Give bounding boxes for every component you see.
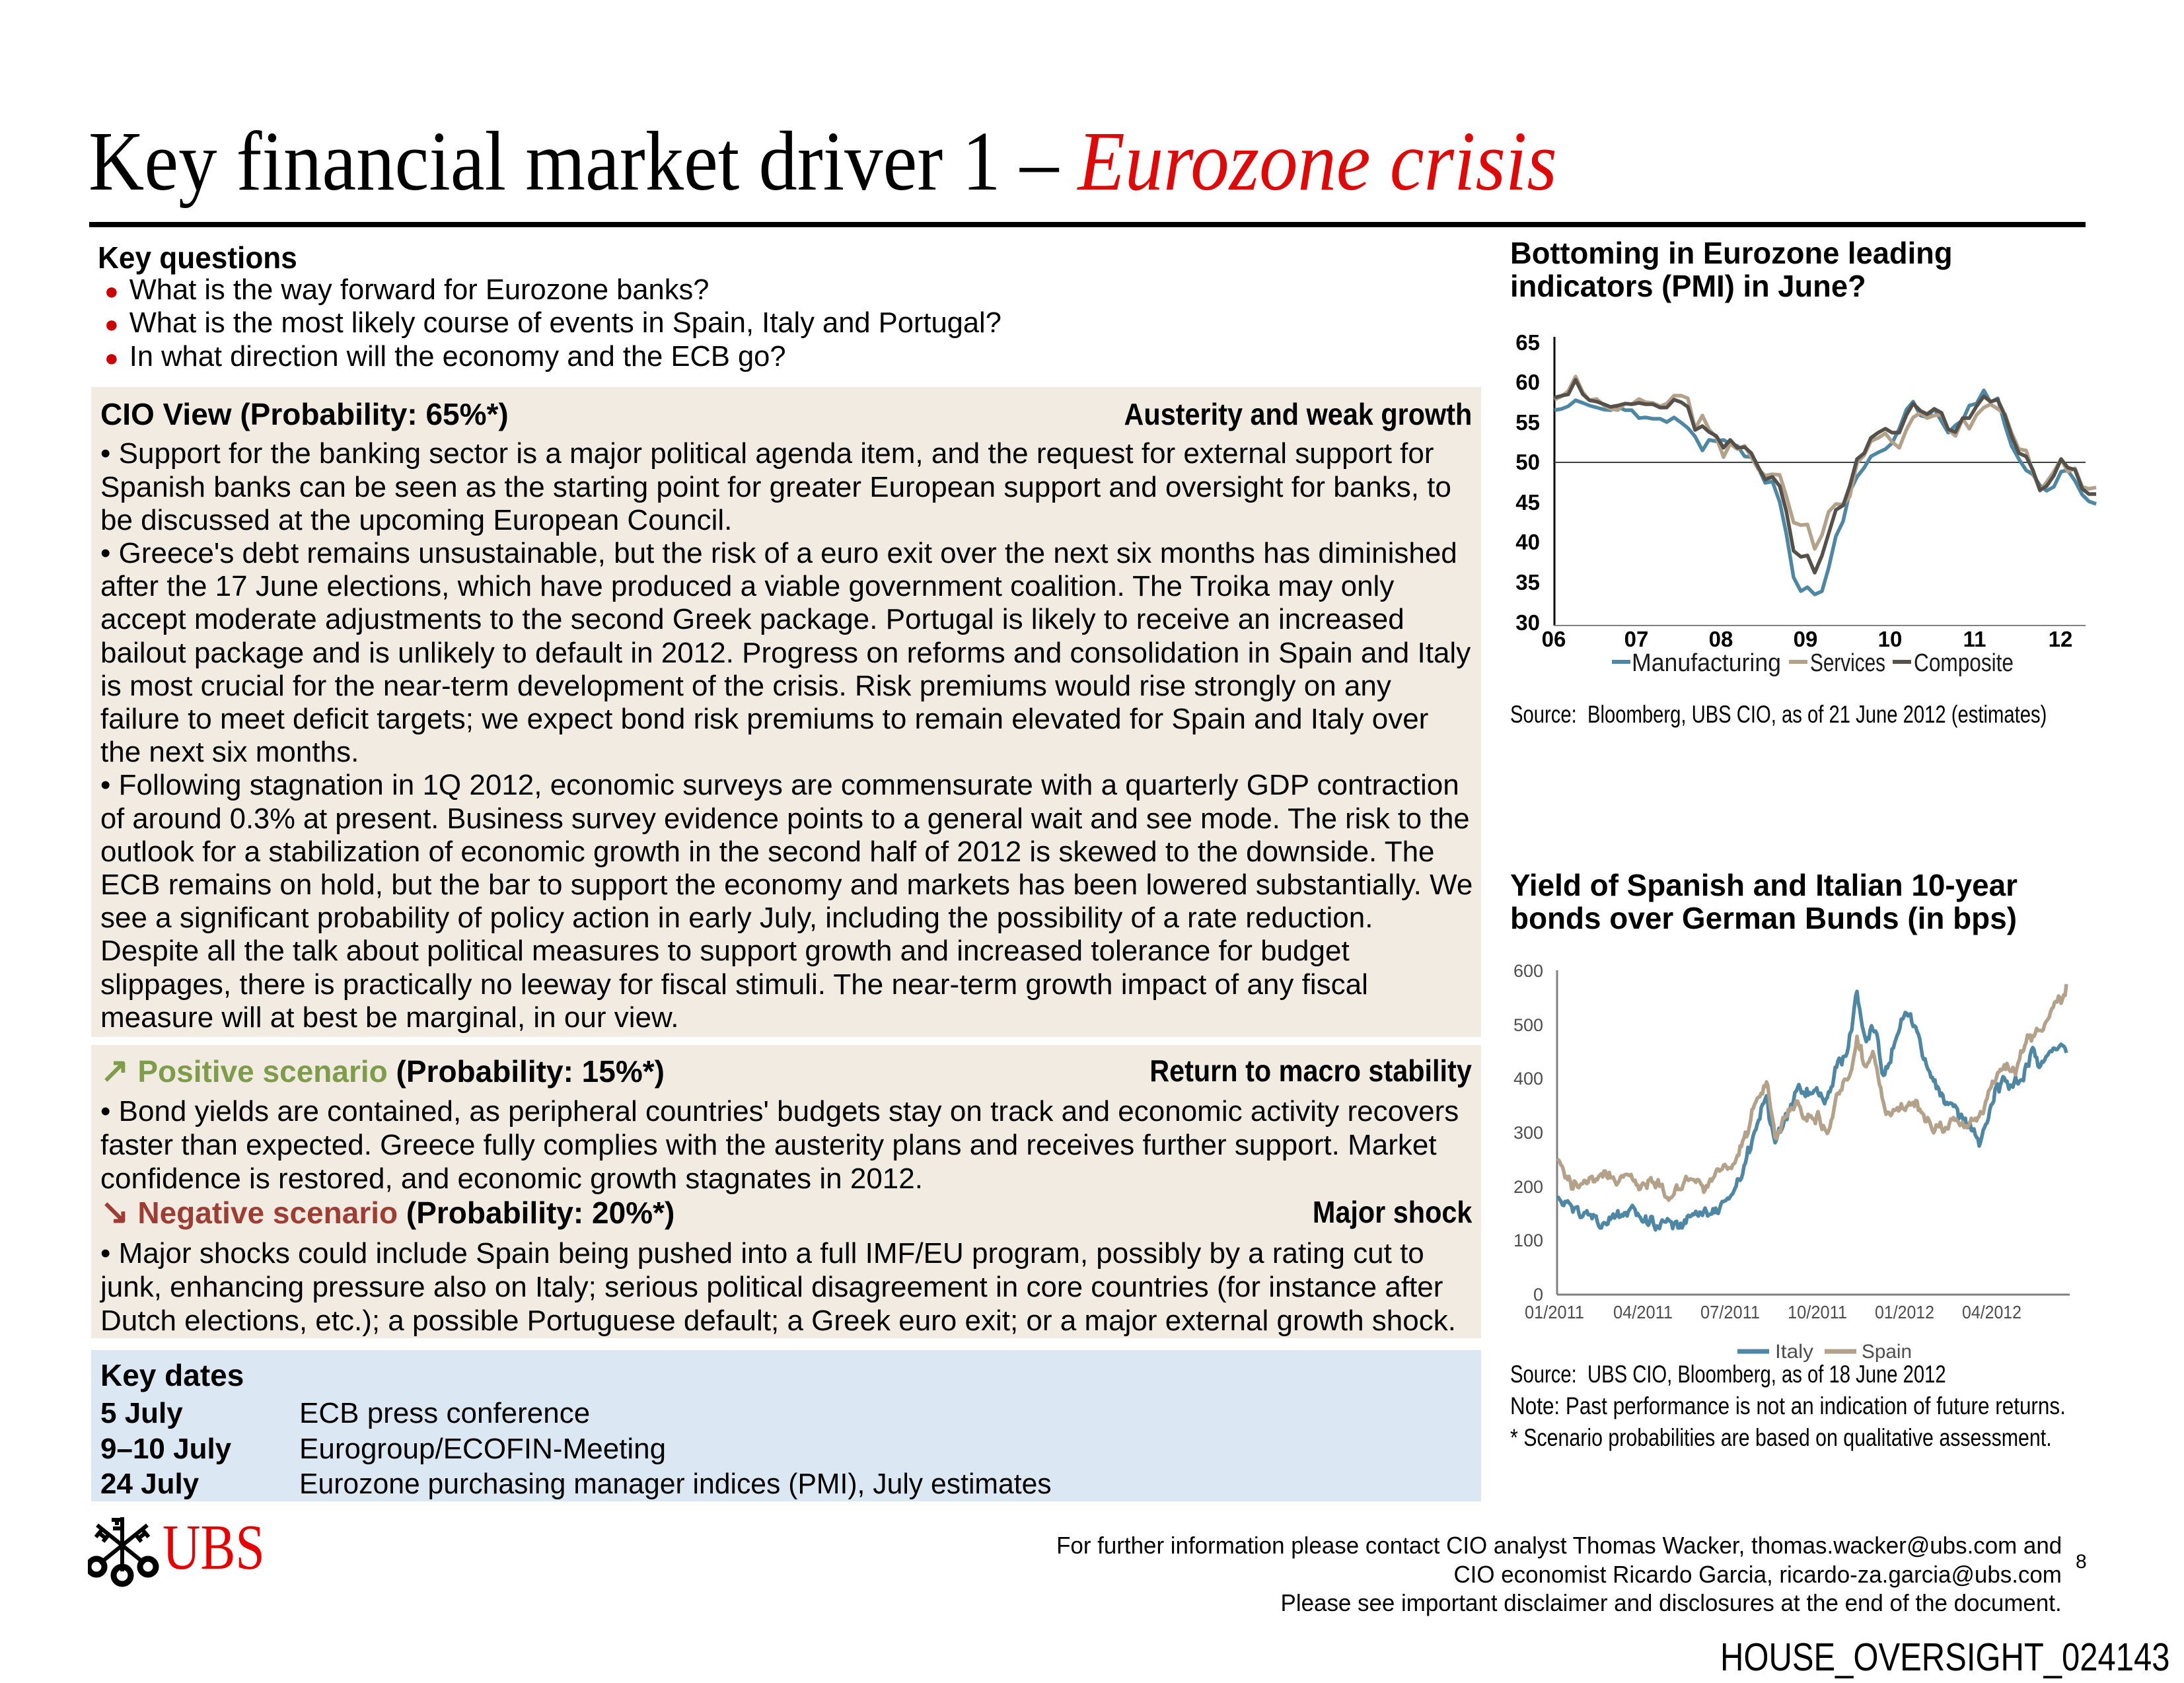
svg-text:Manufacturing: Manufacturing <box>1632 649 1781 677</box>
svg-text:35: 35 <box>1515 570 1540 594</box>
svg-text:UBS: UBS <box>163 1515 265 1583</box>
svg-text:300: 300 <box>1513 1123 1543 1143</box>
svg-text:60: 60 <box>1515 370 1540 394</box>
svg-text:11: 11 <box>1963 627 1986 651</box>
svg-text:Composite: Composite <box>1914 649 2014 677</box>
svg-text:07/2011: 07/2011 <box>1700 1302 1760 1322</box>
svg-text:45: 45 <box>1515 490 1540 515</box>
svg-text:200: 200 <box>1513 1177 1543 1197</box>
svg-text:04/2012: 04/2012 <box>1962 1302 2021 1322</box>
svg-text:50: 50 <box>1515 450 1540 474</box>
svg-text:Italy: Italy <box>1775 1341 1813 1363</box>
svg-text:01/2011: 01/2011 <box>1525 1302 1584 1322</box>
svg-text:01/2012: 01/2012 <box>1875 1302 1934 1322</box>
svg-text:04/2011: 04/2011 <box>1613 1302 1673 1322</box>
svg-text:65: 65 <box>1515 330 1540 355</box>
svg-text:40: 40 <box>1515 530 1540 554</box>
svg-text:30: 30 <box>1515 610 1540 635</box>
svg-text:600: 600 <box>1513 961 1543 981</box>
svg-text:09: 09 <box>1794 627 1818 651</box>
svg-text:06: 06 <box>1542 627 1566 651</box>
svg-text:55: 55 <box>1515 410 1540 435</box>
svg-text:500: 500 <box>1513 1015 1543 1035</box>
svg-text:400: 400 <box>1513 1069 1543 1089</box>
svg-text:12: 12 <box>2049 627 2073 651</box>
svg-text:100: 100 <box>1513 1231 1543 1250</box>
svg-text:08: 08 <box>1709 627 1733 651</box>
svg-text:10: 10 <box>1878 627 1903 651</box>
svg-text:0: 0 <box>1533 1285 1543 1305</box>
svg-text:10/2011: 10/2011 <box>1788 1302 1847 1322</box>
svg-text:Services: Services <box>1810 649 1885 677</box>
svg-text:07: 07 <box>1624 627 1649 651</box>
svg-text:Spain: Spain <box>1862 1341 1912 1363</box>
